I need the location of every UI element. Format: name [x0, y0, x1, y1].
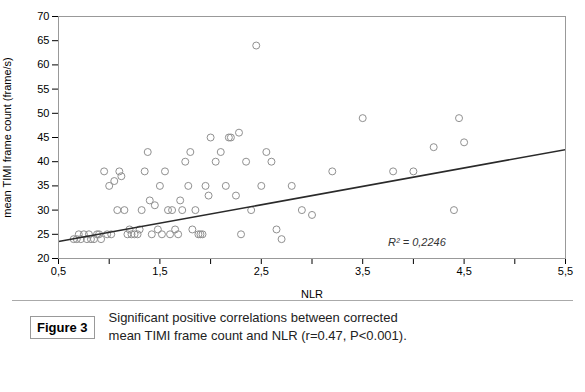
svg-text:70: 70 [37, 10, 49, 22]
svg-text:35: 35 [37, 179, 49, 191]
svg-text:NLR: NLR [301, 288, 323, 300]
svg-text:4,5: 4,5 [456, 265, 471, 277]
svg-text:20: 20 [37, 252, 49, 264]
svg-text:25: 25 [37, 228, 49, 240]
svg-text:50: 50 [37, 107, 49, 119]
svg-text:60: 60 [37, 58, 49, 70]
html-text:mean TIMI frame count and NLR: mean TIMI frame count and NLR (r=0.47, P… [108, 328, 407, 344]
svg-text:55: 55 [37, 83, 49, 95]
svg-text:R² = 0,2246: R² = 0,2246 [388, 236, 447, 248]
svg-text:40: 40 [37, 155, 49, 167]
svg-text:mean TIMI frame count (frame/s: mean TIMI frame count (frame/s) [1, 57, 13, 218]
svg-text:30: 30 [37, 204, 49, 216]
svg-text:65: 65 [37, 34, 49, 46]
svg-text:5,5: 5,5 [558, 265, 573, 277]
svg-text:2,5: 2,5 [254, 265, 269, 277]
svg-text:0,5: 0,5 [51, 265, 66, 277]
html-text:Figure 3: Figure 3 [37, 319, 88, 335]
svg-text:45: 45 [37, 131, 49, 143]
svg-text:3,5: 3,5 [355, 265, 370, 277]
svg-text:1,5: 1,5 [152, 265, 167, 277]
html-text:Significant positive correlati: Significant positive correlations betwee… [108, 310, 398, 325]
